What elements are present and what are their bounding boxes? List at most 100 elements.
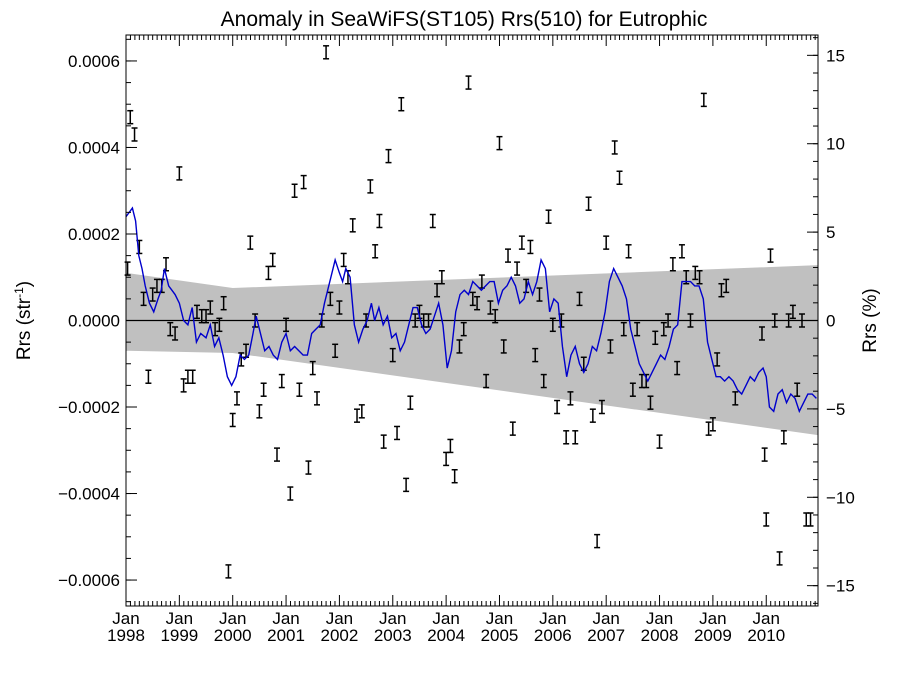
x-tick-year-label: 2003: [374, 626, 412, 645]
error-bar-point: [296, 382, 303, 397]
smoothed-series-line: [125, 206, 817, 414]
error-bar-point: [131, 127, 138, 142]
y-axis-right-label: Rrs (%): [860, 288, 881, 352]
error-bar-point: [407, 395, 414, 410]
y-axis-left-ticks: 0.0006 0.0004 0.0002 0.0000 −0.0002 −0.0004 −0…: [58, 38, 137, 603]
y-right-tick-label: 15: [826, 46, 845, 65]
error-bar-point: [260, 382, 267, 397]
x-tick-year-label: 2001: [267, 626, 305, 645]
error-bar-point: [398, 96, 405, 112]
error-bar-point: [758, 326, 765, 341]
error-bar-point: [300, 174, 307, 190]
y-right-tick-label: 5: [826, 223, 835, 242]
error-bar-point: [203, 308, 210, 324]
x-tick-month-label: Jan: [379, 609, 406, 628]
x-tick-month-label: Jan: [699, 609, 726, 628]
error-bar-point: [180, 378, 187, 393]
error-bar-point: [718, 282, 725, 298]
x-tick-month-label: Jan: [112, 609, 139, 628]
error-bar-point: [394, 425, 401, 441]
error-bar-point: [273, 447, 280, 462]
y-left-tick-label: −0.0004: [58, 485, 120, 504]
error-bar-point: [149, 287, 156, 302]
y-right-tick-label: −10: [826, 488, 855, 507]
error-bar-point: [532, 347, 539, 363]
error-bar-point: [225, 564, 232, 579]
error-bar-point: [336, 300, 343, 315]
error-bar-point: [340, 252, 347, 268]
error-bar-point: [332, 343, 339, 359]
error-bar-point: [469, 291, 476, 307]
uncertainty-band-area: [126, 265, 818, 436]
error-bar-point: [207, 300, 214, 315]
x-tick-month-label: Jan: [219, 609, 246, 628]
error-bar-point: [785, 313, 792, 328]
error-bar-point: [625, 244, 632, 259]
error-bar-point: [233, 391, 240, 406]
error-bar-point: [456, 339, 463, 354]
error-bar-point: [807, 512, 814, 527]
error-bar-point: [269, 252, 276, 268]
x-axis-ticks: Jan1998Jan1999Jan2000Jan2001Jan2002Jan20…: [107, 35, 816, 645]
x-tick-month-label: Jan: [753, 609, 780, 628]
error-bar-point: [509, 421, 516, 436]
x-tick-year-label: 2008: [641, 626, 679, 645]
error-bar-point: [385, 148, 392, 164]
error-bar-point: [705, 421, 712, 436]
error-bar-point: [678, 244, 685, 259]
error-bar-point: [616, 170, 623, 185]
error-bar-point: [193, 304, 200, 320]
x-tick-month-label: Jan: [539, 609, 566, 628]
error-bar-point: [327, 291, 334, 307]
error-bar-point: [714, 352, 721, 367]
error-bar-point: [794, 382, 801, 397]
error-bar-point: [776, 551, 783, 566]
error-bar-point: [580, 356, 587, 371]
error-bar-point: [732, 391, 739, 406]
error-bar-point: [696, 270, 703, 285]
y-axis-right-ticks: 15 10 5 0 −5 −10 −15: [807, 37, 855, 604]
error-bar-point: [460, 321, 467, 337]
error-bar-point: [656, 434, 663, 449]
error-bar-point: [172, 326, 179, 341]
error-bar-point: [789, 304, 796, 320]
x-tick-year-label: 2002: [321, 626, 359, 645]
error-bar-point: [709, 417, 716, 432]
x-tick-year-label: 2009: [694, 626, 732, 645]
error-bar-point: [291, 183, 298, 198]
error-bar-point: [563, 430, 570, 445]
error-bar-point: [189, 369, 196, 384]
x-tick-month-label: Jan: [326, 609, 353, 628]
y-left-tick-label: 0.0006: [68, 52, 120, 71]
error-bar-point: [603, 235, 610, 250]
error-bar-point: [589, 408, 596, 423]
x-tick-year-label: 2006: [534, 626, 572, 645]
x-tick-year-label: 2000: [214, 626, 252, 645]
smoothed-line: [125, 206, 817, 414]
error-bar-point: [412, 313, 419, 328]
error-bar-point: [372, 244, 379, 259]
x-tick-year-label: 1999: [160, 626, 198, 645]
error-bar-point: [474, 295, 481, 311]
error-bar-point: [176, 166, 183, 181]
x-tick-month-label: Jan: [646, 609, 673, 628]
error-bar-point: [611, 140, 618, 155]
error-bar-point: [536, 287, 543, 302]
error-bar-point: [496, 135, 503, 151]
error-bar-point: [354, 408, 361, 423]
error-bar-point: [660, 321, 667, 337]
error-bar-point: [634, 321, 641, 337]
error-bar-point: [545, 209, 552, 224]
error-bar-point: [367, 179, 374, 194]
x-tick-year-label: 2010: [747, 626, 785, 645]
error-bar-point: [692, 265, 699, 281]
error-bar-point: [549, 317, 556, 333]
x-tick-month-label: Jan: [166, 609, 193, 628]
y-left-tick-label: 0.0000: [68, 312, 120, 331]
error-bar-point: [763, 512, 770, 527]
error-bar-point: [620, 321, 627, 337]
error-bar-point: [540, 373, 547, 389]
error-bar-point: [278, 373, 285, 389]
error-bar-point: [505, 248, 512, 263]
